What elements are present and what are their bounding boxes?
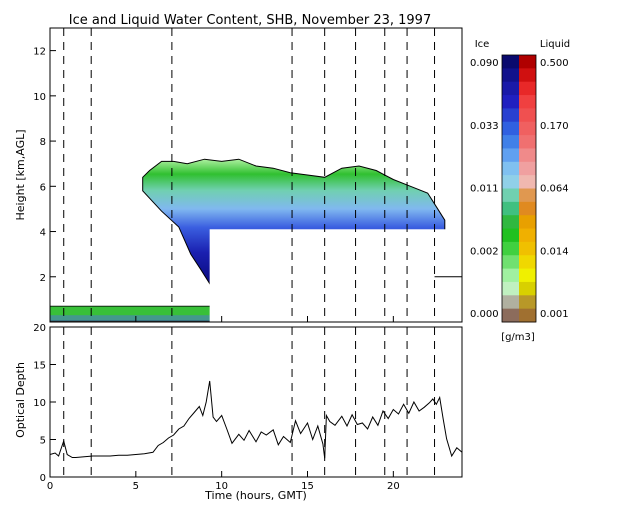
colorbar-ice-swatch xyxy=(502,188,519,203)
colorbar-liquid-swatch xyxy=(519,255,536,270)
y-tick-label: 15 xyxy=(33,361,46,372)
colorbar-ice-swatch xyxy=(502,295,519,310)
bottom-plot-frame xyxy=(49,326,463,478)
colorbar-ice-swatch xyxy=(502,81,519,96)
colorbar-frame xyxy=(501,54,537,323)
colorbar-ice-swatch xyxy=(502,95,519,109)
colorbar-liquid-swatch xyxy=(519,95,536,109)
colorbar-ice-swatch xyxy=(502,148,519,163)
colorbar-liquid-swatch xyxy=(519,188,536,203)
colorbar-liquid-tick-label: 0.170 xyxy=(540,121,569,132)
colorbar-ice-swatch xyxy=(502,241,519,256)
colorbar-ice-swatch xyxy=(502,308,519,323)
colorbar-ice-tick-label: 0.011 xyxy=(470,184,499,195)
no-data-region xyxy=(359,283,385,322)
colorbar-liquid-swatch xyxy=(519,68,536,83)
colorbar-ice-tick-label: 0.002 xyxy=(470,246,499,257)
colorbar-liquid-swatch xyxy=(519,228,536,243)
colorbar-liquid-swatch xyxy=(519,201,536,216)
colorbar-ice-swatch xyxy=(502,281,519,296)
colorbar-liquid-swatch xyxy=(519,295,536,310)
y-tick-label: 4 xyxy=(40,228,46,239)
y-tick-label: 0 xyxy=(40,473,46,484)
colorbar-ice-swatch xyxy=(502,175,519,189)
x-tick-label: 0 xyxy=(47,481,53,492)
x-axis-label: Time (hours, GMT) xyxy=(204,489,307,502)
colorbar-ice-tick-label: 0.090 xyxy=(470,58,499,69)
no-data-region xyxy=(434,281,462,322)
chart-title: Ice and Liquid Water Content, SHB, Novem… xyxy=(69,13,431,28)
colorbar-ice-swatch xyxy=(502,108,519,123)
colorbar-liquid-tick-label: 0.064 xyxy=(540,184,569,195)
water-content-panel: 2 4 6 8 10 12 Height [km,AGL] xyxy=(14,27,466,323)
x-tick-label: 15 xyxy=(301,481,314,492)
colorbar-liquid-label: Liquid xyxy=(540,39,570,50)
x-tick-label: 20 xyxy=(387,481,400,492)
y-tick-label: 20 xyxy=(33,323,46,334)
colorbar-liquid-tick-label: 0.001 xyxy=(540,309,569,320)
colorbar-liquid-swatch xyxy=(519,161,536,176)
colorbar-liquid-swatch xyxy=(519,135,536,149)
y-tick-label: 12 xyxy=(33,47,46,58)
no-data-region xyxy=(383,256,435,322)
colorbar-liquid-swatch xyxy=(519,215,536,230)
colorbar-liquid-tick-label: 0.014 xyxy=(540,246,569,257)
colorbar-ice-tick-label: 0.000 xyxy=(470,309,499,320)
y-tick-label: 2 xyxy=(40,273,46,284)
no-data-region xyxy=(324,276,356,322)
colorbar-ice-swatch xyxy=(502,201,519,216)
colorbar-ice-swatch xyxy=(502,228,519,243)
colorbar-liquid-swatch xyxy=(519,175,536,189)
colorbar-ice-swatch xyxy=(502,161,519,176)
y-tick-label: 10 xyxy=(33,398,46,409)
colorbar-liquid-swatch xyxy=(519,241,536,256)
colorbar-ice-swatch xyxy=(502,68,519,83)
colorbar-ice-swatch xyxy=(502,255,519,270)
colorbar-liquid-swatch xyxy=(519,108,536,123)
colorbar-ice-label: Ice xyxy=(475,39,490,50)
colorbar-liquid-swatch xyxy=(519,121,536,136)
colorbar-liquid-swatch xyxy=(519,281,536,296)
y-tick-label: 5 xyxy=(40,436,46,447)
colorbar-liquid-swatch xyxy=(519,148,536,163)
colorbar-liquid-swatch xyxy=(519,55,536,69)
colorbar-units: [g/m3] xyxy=(501,332,535,343)
colorbar-ice-swatch xyxy=(502,135,519,149)
y-tick-label: 6 xyxy=(40,182,46,193)
optical-depth-series-line xyxy=(49,380,463,459)
y-tick-label: 10 xyxy=(33,92,46,103)
colorbar-ice-tick-label: 0.033 xyxy=(470,121,499,132)
colorbar-ice-swatch xyxy=(502,215,519,230)
x-tick-label: 10 xyxy=(215,481,228,492)
colorbar-liquid-swatch xyxy=(519,308,536,323)
colorbar-ice-swatch xyxy=(502,268,519,283)
colorbar-liquid-swatch xyxy=(519,81,536,96)
liquid-layer-core xyxy=(50,315,212,321)
colorbar-ice-swatch xyxy=(502,55,519,69)
y-tick-label: 8 xyxy=(40,137,46,148)
colorbar: Ice Liquid 0.090 0.500 0.033 0.170 0.011 0.06… xyxy=(470,39,570,343)
top-plot-frame xyxy=(49,27,463,323)
colorbar-liquid-tick-label: 0.500 xyxy=(540,58,569,69)
optical-depth-panel: 0 5 10 15 20 0 5 10 15 20 Optical Depth Time (hou… xyxy=(14,323,463,502)
bottom-y-axis-label: Optical Depth xyxy=(14,362,27,438)
colorbar-liquid-swatch xyxy=(519,268,536,283)
colorbar-ice-swatch xyxy=(502,121,519,136)
top-y-axis-label: Height [km,AGL] xyxy=(14,129,27,220)
x-tick-label: 5 xyxy=(133,481,139,492)
